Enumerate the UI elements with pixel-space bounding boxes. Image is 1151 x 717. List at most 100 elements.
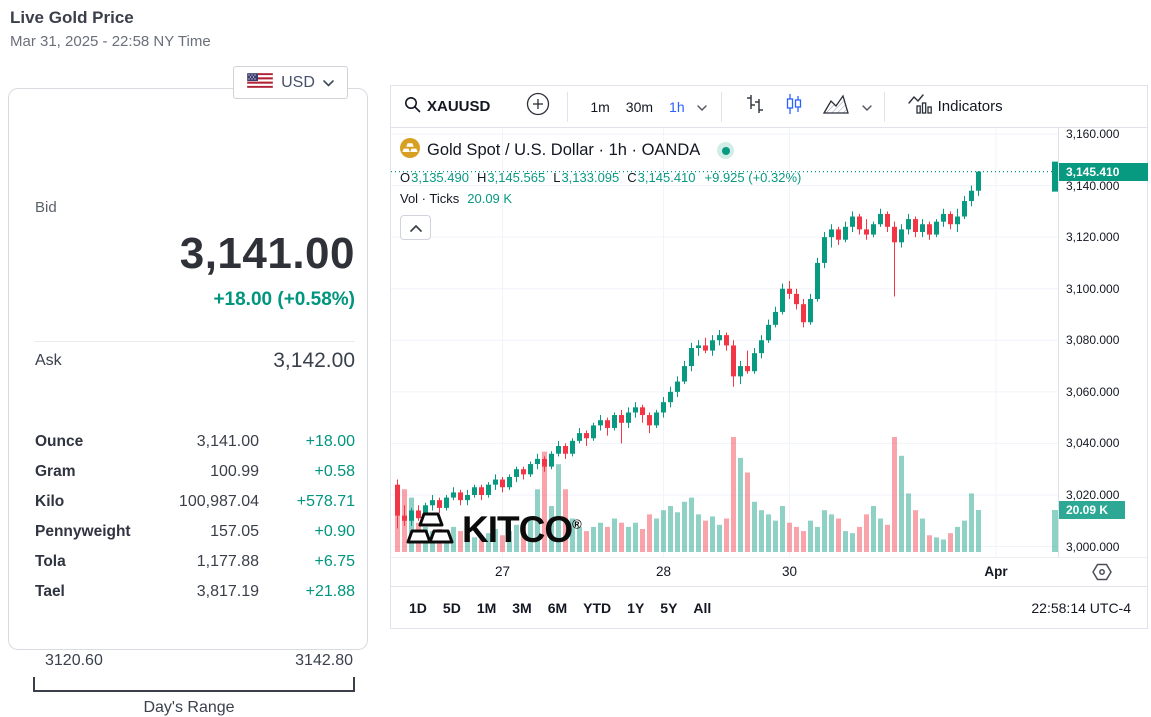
chart-pane[interactable]: Gold Spot / U.S. Dollar · 1h · OANDA O3,… [391, 128, 1058, 557]
unit-change: +0.90 [314, 523, 355, 540]
y-axis-label: 3,160.000 [1066, 127, 1120, 141]
candle-body [948, 213, 953, 225]
volume-bar [745, 472, 750, 552]
candle-body [514, 469, 519, 477]
table-row-ounce: Ounce 3,141.00 +18.00 [35, 427, 355, 457]
compare-add-button[interactable] [517, 91, 559, 123]
range-5y[interactable]: 5Y [660, 600, 678, 616]
chart-style-menu-button[interactable] [858, 91, 876, 123]
table-row-gram: Gram 100.99 +0.58 [35, 457, 355, 487]
candle-body [549, 453, 554, 467]
volume-bar [724, 518, 729, 552]
candle-body [584, 433, 589, 439]
volume-bar [731, 437, 736, 552]
toolbar-divider [720, 91, 722, 122]
unit-label: Tael [35, 583, 65, 600]
unit-label: Ounce [35, 433, 84, 450]
chevron-down-icon [861, 98, 872, 116]
kitco-wordmark: KITCO® [462, 509, 582, 550]
x-axis-label: 27 [494, 564, 511, 579]
bid-label: Bid [35, 199, 57, 216]
range-1d[interactable]: 1D [409, 600, 427, 616]
candle-body [878, 213, 883, 225]
range-5d[interactable]: 5D [442, 600, 461, 616]
legend-collapse-button[interactable] [400, 215, 431, 240]
y-axis-label: 3,020.000 [1066, 487, 1120, 502]
candle-body [493, 479, 498, 485]
change-value: +9.925 (+0.32%) [704, 170, 802, 185]
interval-1m[interactable]: 1m [590, 98, 610, 115]
volume-bar [689, 497, 694, 552]
volume-bar [955, 526, 960, 552]
range-1m[interactable]: 1M [476, 600, 497, 616]
currency-code: USD [281, 73, 315, 91]
volume-bar [612, 518, 617, 552]
volume-bar [661, 510, 666, 552]
y-axis-label: 3,000.000 [1066, 539, 1120, 554]
volume-bar [864, 514, 869, 552]
price-axis[interactable]: 3,160.000 3,140.000 3,120.000 3,100.000 3,08… [1058, 127, 1148, 557]
volume-row: Vol · Ticks 20.09 K [400, 191, 801, 206]
volume-value: 20.09 K [467, 191, 513, 206]
chart-style-bars-button[interactable] [734, 91, 774, 123]
indicators-button[interactable]: Indicators [899, 91, 1012, 123]
page-datetime: Mar 31, 2025 - 22:58 NY Time [10, 33, 211, 50]
y-axis-label: 3,080.000 [1066, 333, 1120, 348]
table-row-tola: Tola 1,177.88 +6.75 [35, 547, 355, 577]
range-toolbar: 1D 5D 1M 3M 6M YTD 1Y 5Y All 22:58:14 UT… [391, 586, 1147, 629]
candle-body [633, 407, 638, 413]
settings-hexagon-icon[interactable] [1091, 562, 1113, 587]
chart-legend: Gold Spot / U.S. Dollar · 1h · OANDA O3,… [400, 138, 801, 206]
candle-body [724, 335, 729, 346]
candle-body [507, 476, 512, 488]
interval-30m[interactable]: 30m [625, 98, 654, 115]
candlestick-chart[interactable] [391, 128, 1058, 557]
time-axis[interactable]: 27 28 30 Apr [391, 557, 1147, 586]
candle-body [962, 201, 967, 217]
volume-bar [640, 529, 645, 552]
candle-body [395, 484, 400, 516]
candle-body [689, 348, 694, 367]
range-6m[interactable]: 6M [547, 600, 568, 616]
volume-bar-edge [1052, 509, 1058, 552]
candle-body [934, 221, 939, 235]
volume-bar [920, 518, 925, 552]
candle-body [745, 366, 750, 372]
volume-bar [710, 516, 715, 552]
toolbar-divider [567, 91, 569, 122]
unit-change: +6.75 [314, 553, 355, 570]
interval-menu-button[interactable] [693, 91, 711, 123]
volume-bar [878, 518, 883, 552]
volume-bar [815, 526, 820, 552]
chevron-down-icon [323, 74, 334, 92]
unit-value: 157.05 [210, 523, 259, 540]
volume-bar [507, 531, 512, 552]
volume-bar [850, 533, 855, 552]
range-3m[interactable]: 3M [512, 600, 532, 616]
symbol-search-button[interactable]: XAUUSD [395, 91, 499, 123]
range-all[interactable]: All [693, 600, 712, 616]
range-ytd[interactable]: YTD [583, 600, 612, 616]
volume-bar [892, 437, 897, 552]
range-1y[interactable]: 1Y [627, 600, 645, 616]
clock[interactable]: 22:58:14 UTC-4 [1031, 600, 1131, 616]
chart-style-area-button[interactable] [814, 91, 858, 123]
unit-value: 100.99 [210, 463, 259, 480]
candle-body [472, 487, 477, 495]
currency-dropdown[interactable]: USD [233, 66, 348, 99]
interval-1h[interactable]: 1h [669, 98, 685, 115]
candle-body [556, 445, 561, 454]
volume-bar [458, 531, 463, 552]
candle-body [710, 340, 715, 351]
candle-body [458, 492, 463, 501]
candle-body [773, 311, 778, 325]
unit-value: 100,987.04 [178, 493, 259, 510]
volume-bar [808, 520, 813, 552]
us-flag-icon [246, 72, 274, 93]
day-range-label: Day's Range [143, 699, 235, 716]
candle-body [836, 229, 841, 240]
candle-body [885, 213, 890, 227]
chart-style-candles-button[interactable] [774, 91, 814, 123]
volume-bar [787, 522, 792, 552]
candle-body [647, 415, 652, 426]
